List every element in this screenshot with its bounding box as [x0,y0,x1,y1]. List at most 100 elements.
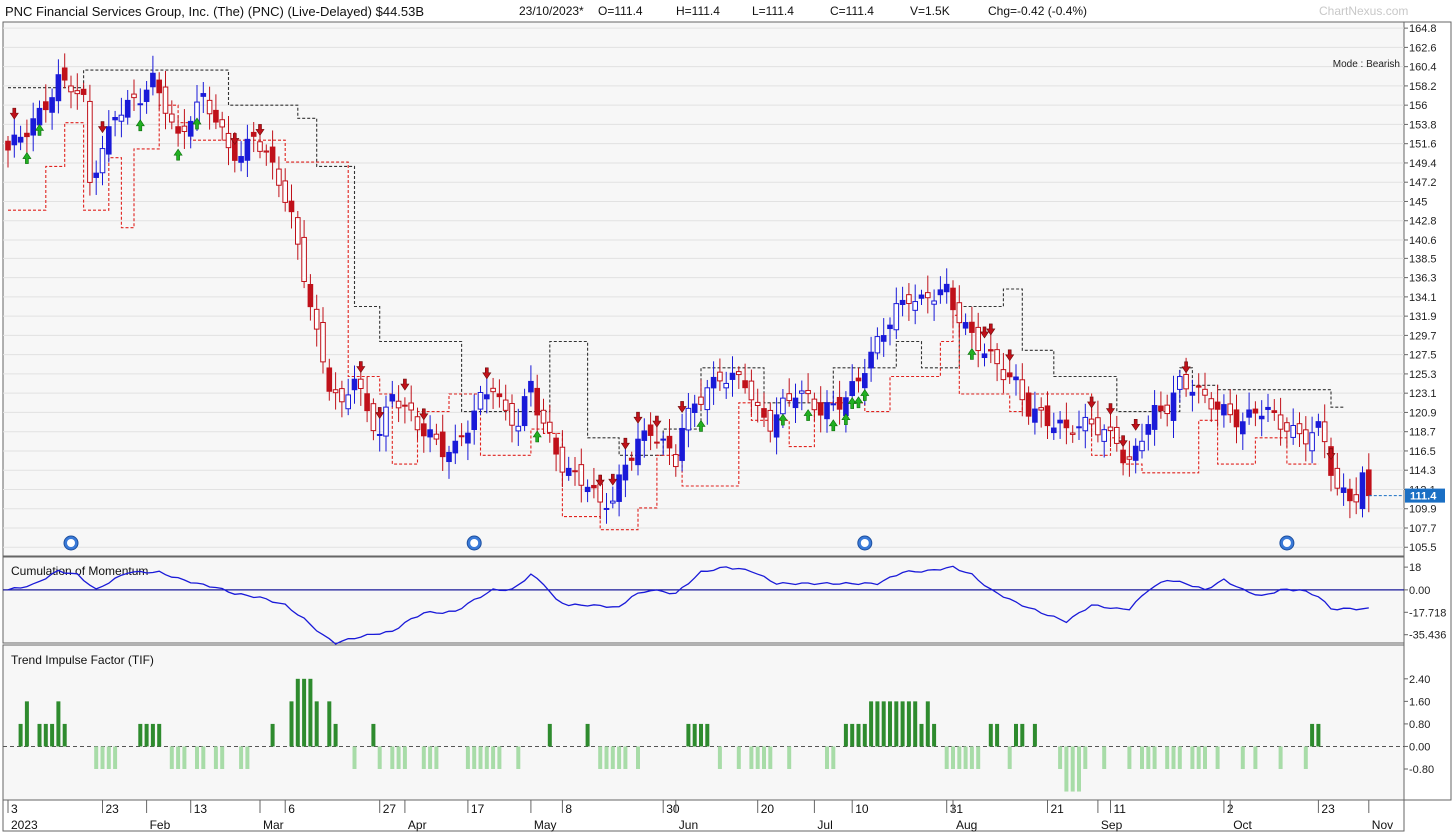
candle [943,268,950,304]
buy-arrow-icon [135,119,145,132]
candle-body [1309,432,1315,452]
candle [717,358,723,391]
candle [988,332,994,364]
candle [1353,477,1360,515]
candle [1214,384,1221,427]
date-tick-label: May [534,818,557,832]
candle-body [1126,456,1133,460]
tif-bar [699,723,703,747]
candle-body [868,351,874,369]
candle-body [792,397,799,409]
candle [1151,390,1158,446]
price-tick-label: 134.1 [1409,292,1437,304]
candle [326,358,333,401]
low-value: L=111.4 [752,4,794,18]
tif-bar [969,746,974,769]
tif-bar [62,723,67,747]
tif-bar [875,701,880,747]
candle [610,486,616,509]
candle [187,116,194,149]
candle [1240,412,1246,450]
tif-bar [1152,746,1157,769]
candle-body [433,433,440,440]
tif-bar [906,701,911,747]
candle [1032,391,1038,435]
buy-arrow-icon [853,396,864,409]
tif-bar [869,701,874,747]
buy-arrow-icon [803,409,813,421]
sell-arrow-icon [1118,435,1128,448]
candle-body [969,321,975,333]
tif-bar [478,746,483,769]
candle [824,390,830,433]
candle-body [553,437,559,455]
candle-body [1189,391,1196,396]
candle-body [1107,426,1114,432]
candle [553,432,559,472]
candle-body [1063,419,1070,429]
candle [962,313,969,336]
tif-bar [1058,746,1063,769]
date-axis-bg [2,799,1405,832]
candle-body [521,396,528,427]
candle [534,374,541,433]
candle-body [1151,405,1158,430]
candle-body [754,401,761,407]
tif-bar [18,723,23,747]
tif-bar [472,746,477,769]
candle-body [817,402,824,416]
tif-bar [610,746,615,769]
price-tick-label: 129.7 [1409,330,1437,342]
tif-bar [787,746,792,769]
candle [471,394,477,445]
candle-body [370,403,377,432]
tif-bar [1303,746,1308,769]
tif-bar [1240,746,1245,769]
candle [1195,373,1202,404]
candle [925,275,931,314]
tif-bar [421,746,426,769]
candle [1114,415,1120,452]
momentum-panel[interactable]: Cumulation of Momentum [3,564,1404,645]
candle-body [376,433,383,436]
candle [169,100,175,130]
candle-body [773,414,780,438]
sell-arrow-icon [375,407,385,420]
candle-body [641,430,648,441]
price-panel[interactable]: Mode : Bearish [3,27,1404,551]
candle-body [1158,405,1164,412]
candle [956,285,963,337]
candle-body [244,138,251,161]
candle-body [635,438,641,466]
candle [754,388,761,423]
candle [477,385,484,415]
momentum-line [7,565,1369,645]
candle-body [213,109,219,123]
candle [811,392,818,422]
candle-body [1013,376,1019,381]
tif-bar [1127,746,1132,769]
candle-body [975,326,982,352]
candle [1025,386,1032,425]
candle [660,432,667,456]
tif-bar [302,678,307,747]
candle-body [761,408,767,418]
candle [414,407,421,440]
candle [282,168,288,212]
tif-bar [617,746,622,769]
candle [181,109,188,149]
candle [402,397,408,424]
candle [1227,389,1234,423]
date-tick-label: Feb [150,818,171,832]
candle [219,111,225,141]
candle-body [786,393,793,402]
candle-body [736,371,742,376]
candle [767,402,774,443]
sell-arrow-icon [1131,418,1141,431]
candle [736,366,742,389]
candle-body [862,373,868,389]
candle-body [301,236,307,282]
tif-panel[interactable]: Trend Impulse Factor (TIF) [3,653,1404,792]
candle [817,386,824,433]
